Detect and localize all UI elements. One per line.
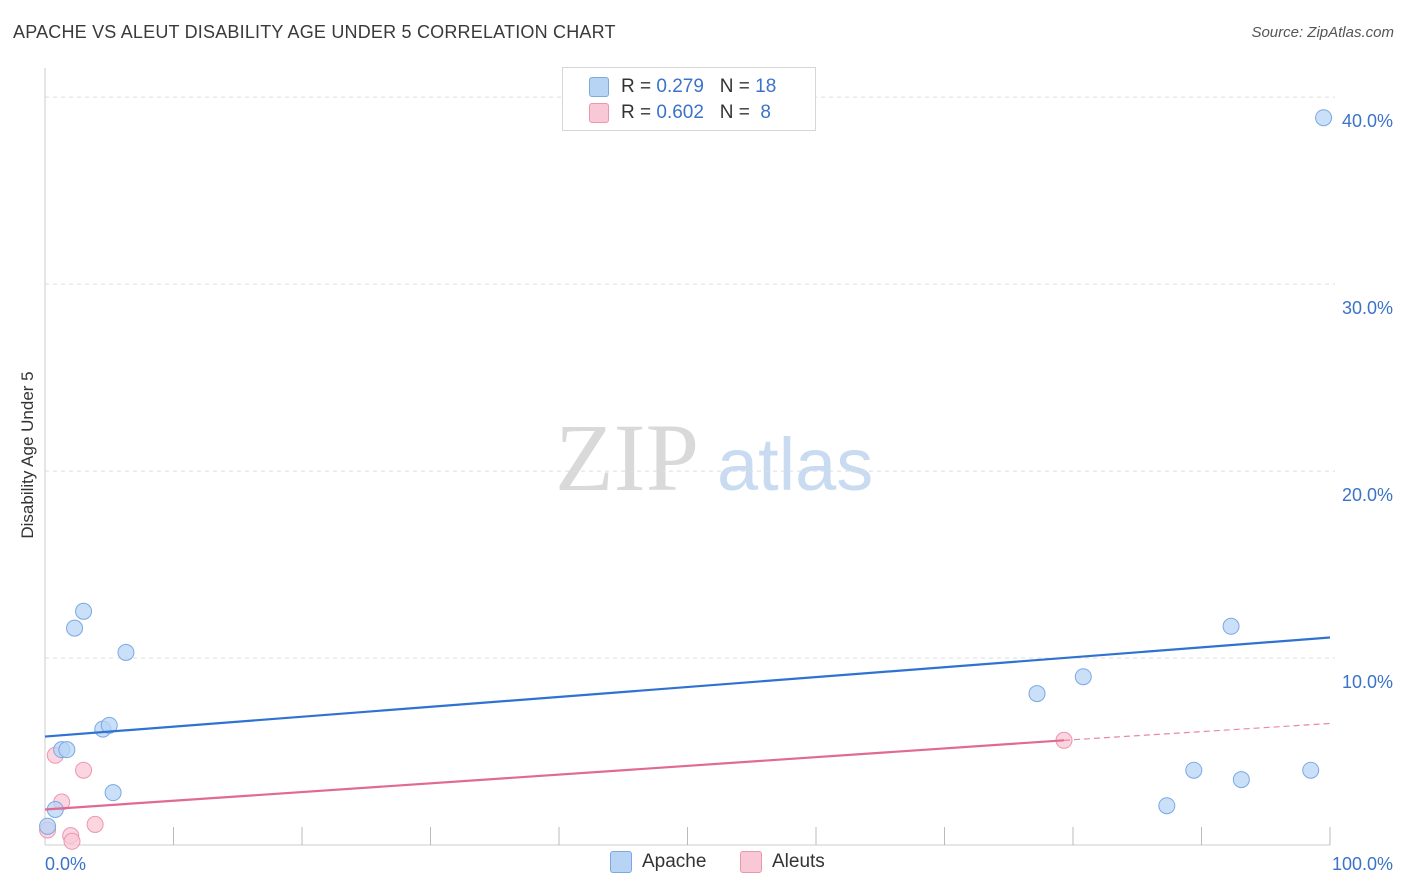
apache-point xyxy=(1315,109,1333,127)
apache-point xyxy=(66,619,84,637)
aleut-point xyxy=(75,761,93,779)
apache-point xyxy=(117,643,135,661)
legend-item-apache[interactable]: Apache xyxy=(610,851,706,873)
legend-r-value: 0.279 xyxy=(656,76,704,97)
series-legend: Apache Aleuts xyxy=(0,851,1406,877)
aleut-legend-swatch xyxy=(740,851,762,873)
source-label: Source: ZipAtlas.com xyxy=(1251,24,1394,41)
legend-r-value: 0.602 xyxy=(656,102,704,123)
apache-point xyxy=(39,817,57,835)
chart-title: APACHE VS ALEUT DISABILITY AGE UNDER 5 C… xyxy=(13,22,616,42)
apache-point xyxy=(75,602,93,620)
aleut-trend-extension xyxy=(1063,722,1331,741)
legend-r-label: R = xyxy=(621,76,657,97)
correlation-legend: R = 0.279 N = 18 R = 0.602 N = 8 xyxy=(562,67,816,131)
watermark-atlas: atlas xyxy=(717,423,873,506)
legend-item-aleuts[interactable]: Aleuts xyxy=(740,851,825,873)
legend-label-apache: Apache xyxy=(642,851,707,872)
x-tick-label-max: 100.0% xyxy=(1332,854,1393,874)
y-tick-label: 40.0% xyxy=(1342,111,1393,131)
apache-legend-swatch xyxy=(610,851,632,873)
apache-trend-line xyxy=(44,636,1331,738)
apache-point xyxy=(104,784,122,802)
apache-point xyxy=(1185,761,1203,779)
apache-point xyxy=(58,741,76,759)
apache-point xyxy=(1232,771,1250,789)
legend-row-aleut: R = 0.602 N = 8 xyxy=(589,101,771,125)
apache-point xyxy=(1028,685,1046,703)
apache-point xyxy=(1222,617,1240,635)
y-tick-label: 30.0% xyxy=(1342,298,1393,318)
aleut-swatch xyxy=(589,103,609,123)
aleut-point xyxy=(63,832,81,850)
apache-swatch xyxy=(589,77,609,97)
apache-point xyxy=(1158,797,1176,815)
legend-row-apache: R = 0.279 N = 18 xyxy=(589,75,776,99)
legend-label-aleuts: Aleuts xyxy=(772,851,825,872)
apache-point xyxy=(100,716,118,734)
y-tick-label: 20.0% xyxy=(1342,485,1393,505)
apache-point xyxy=(1302,761,1320,779)
aleut-point xyxy=(86,815,104,833)
legend-n-value: 8 xyxy=(755,102,771,123)
apache-point xyxy=(1074,668,1092,686)
watermark-zip: ZIP xyxy=(555,404,699,511)
x-tick-label-min: 0.0% xyxy=(45,854,86,874)
legend-n-label: N = xyxy=(719,102,756,123)
legend-n-value: 18 xyxy=(755,76,777,97)
y-tick-label: 10.0% xyxy=(1342,672,1393,692)
legend-r-label: R = xyxy=(621,102,657,123)
legend-n-label: N = xyxy=(719,76,756,97)
aleut-trend-line xyxy=(44,739,1065,811)
